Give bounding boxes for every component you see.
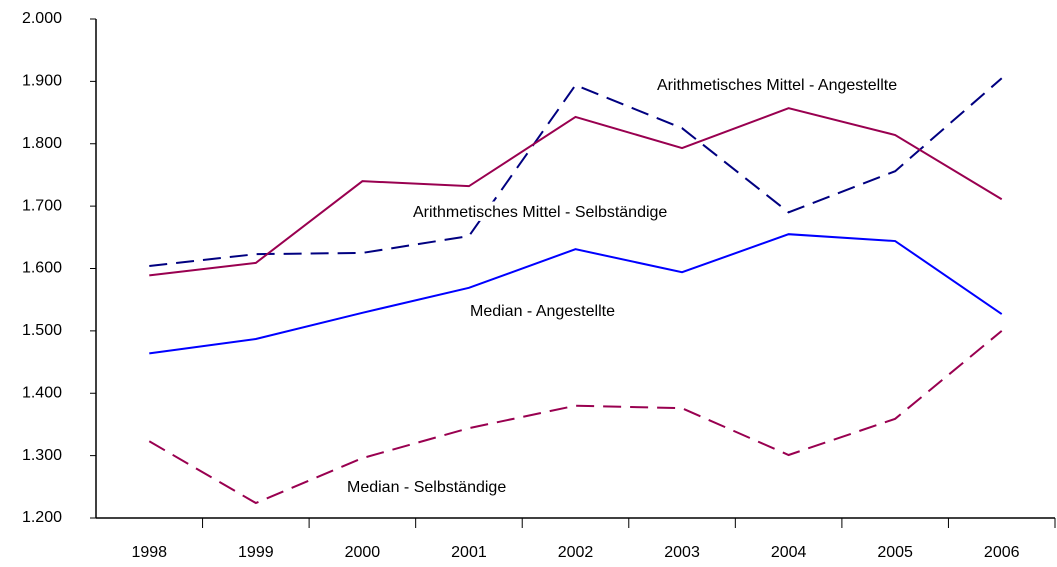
y-tick-label: 1.900 bbox=[22, 73, 62, 90]
x-tick-label: 2000 bbox=[345, 544, 381, 561]
series-line bbox=[149, 233, 1003, 355]
x-tick-label: 2004 bbox=[771, 544, 807, 561]
y-tick-label: 1.300 bbox=[22, 447, 62, 464]
y-tick-label: 1.400 bbox=[22, 384, 62, 401]
x-tick-label: 1999 bbox=[238, 544, 274, 561]
series-label: Arithmetisches Mittel - Selbständige bbox=[413, 204, 667, 221]
x-tick-label: 2005 bbox=[877, 544, 913, 561]
y-tick-label: 1.500 bbox=[22, 322, 62, 339]
x-tick-label: 2002 bbox=[558, 544, 594, 561]
x-tick-label: 2001 bbox=[451, 544, 487, 561]
x-tick-label: 2003 bbox=[664, 544, 700, 561]
series-line bbox=[148, 330, 1003, 505]
series-label: Median - Selbständige bbox=[347, 479, 506, 496]
x-tick-label: 2006 bbox=[984, 544, 1020, 561]
series-line bbox=[149, 107, 1003, 277]
y-tick-label: 1.600 bbox=[22, 260, 62, 277]
series-label: Median - Angestellte bbox=[470, 303, 615, 320]
y-tick-label: 2.000 bbox=[22, 10, 62, 27]
series-line bbox=[149, 77, 1003, 267]
y-tick-label: 1.800 bbox=[22, 135, 62, 152]
x-tick-label: 1998 bbox=[131, 544, 167, 561]
series-label: Arithmetisches Mittel - Angestellte bbox=[657, 77, 897, 94]
y-tick-label: 1.700 bbox=[22, 197, 62, 214]
y-tick-label: 1.200 bbox=[22, 509, 62, 526]
